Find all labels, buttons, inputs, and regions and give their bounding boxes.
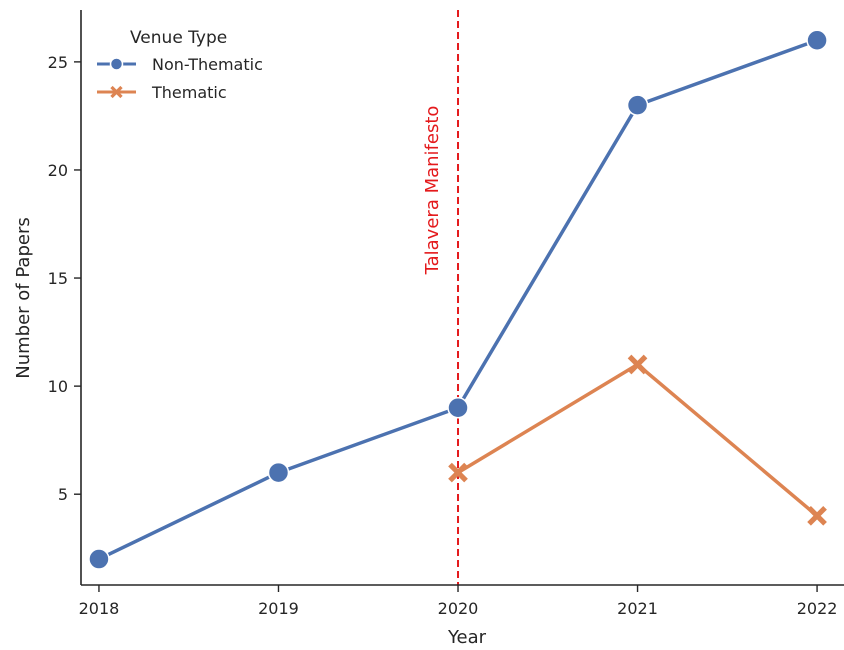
legend-marker [110,85,123,99]
annotations-layer: Talavera Manifesto [422,10,460,585]
y-tick-label: 25 [48,53,68,72]
series-non-thematic [88,29,828,570]
legend-item: Thematic [97,83,227,102]
x-tick-label: 2018 [79,599,120,618]
legend-label: Non-Thematic [152,55,263,74]
data-point [627,354,648,375]
y-ticks: 5 10 15 20 25 [48,53,81,504]
legend-label: Thematic [151,83,227,102]
data-point [626,94,649,116]
legend-marker [109,57,124,71]
y-axis-title: Number of Papers [13,217,34,378]
series-line [457,362,819,518]
x-tick-label: 2019 [258,599,299,618]
x-tick-label: 2022 [797,599,838,618]
y-tick-label: 15 [48,269,68,288]
legend-item: Non-Thematic [97,55,263,74]
data-point [807,505,827,526]
y-tick-label: 10 [48,377,68,396]
x-ticks: 2018 2019 2020 2021 2022 [79,585,838,618]
axes [80,10,844,586]
legend: Venue Type Non-Thematic Thematic [97,28,263,102]
data-point [447,396,469,419]
y-tick-label: 20 [48,161,68,180]
x-tick-label: 2021 [617,599,658,618]
data-point [267,461,290,484]
series-thematic [448,354,827,526]
data-point [88,548,110,570]
data-point [806,29,828,52]
legend-title: Venue Type [130,28,227,48]
x-axis-title: Year [447,627,487,648]
x-tick-label: 2020 [438,599,479,618]
data-point [448,462,468,483]
series-layer [88,29,828,570]
y-tick-label: 5 [58,485,68,504]
annotation-label: Talavera Manifesto [422,106,443,276]
